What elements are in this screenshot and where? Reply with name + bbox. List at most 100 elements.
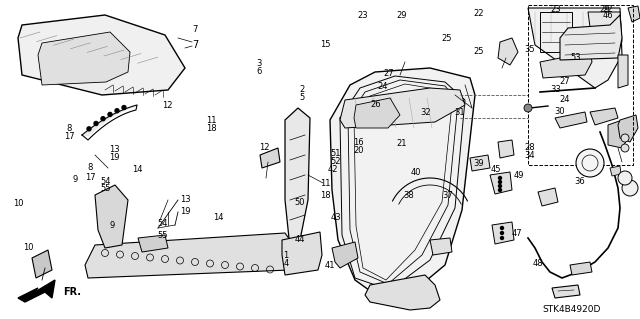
Text: 15: 15: [320, 40, 330, 48]
Polygon shape: [282, 232, 322, 275]
Circle shape: [524, 104, 532, 112]
Circle shape: [115, 109, 119, 113]
Text: 21: 21: [397, 139, 407, 148]
Text: 48: 48: [532, 259, 543, 268]
Text: 5: 5: [300, 93, 305, 102]
Text: 39: 39: [474, 159, 484, 168]
Text: 10: 10: [13, 199, 23, 208]
Text: 2: 2: [300, 85, 305, 94]
Text: FR.: FR.: [63, 287, 81, 297]
Text: 19: 19: [180, 207, 190, 217]
Polygon shape: [490, 172, 512, 194]
Text: 29: 29: [600, 4, 611, 13]
Text: 14: 14: [212, 213, 223, 222]
Text: 53: 53: [571, 53, 581, 62]
Text: 45: 45: [491, 165, 501, 174]
Polygon shape: [18, 280, 55, 302]
Text: 7: 7: [192, 40, 198, 50]
Text: 17: 17: [64, 132, 74, 141]
Text: 6: 6: [257, 67, 262, 76]
Text: 24: 24: [560, 95, 570, 105]
Text: 27: 27: [560, 78, 570, 86]
Text: 23: 23: [550, 4, 561, 13]
Text: 43: 43: [331, 213, 341, 222]
Circle shape: [87, 127, 91, 131]
Text: 23: 23: [358, 11, 368, 20]
Polygon shape: [570, 262, 592, 275]
Circle shape: [499, 184, 502, 188]
Text: 33: 33: [550, 85, 561, 94]
Polygon shape: [528, 8, 622, 88]
Text: 36: 36: [574, 177, 584, 186]
Circle shape: [499, 189, 502, 191]
Polygon shape: [588, 12, 622, 42]
Text: 40: 40: [411, 168, 421, 177]
Text: 25: 25: [474, 47, 484, 56]
Text: 14: 14: [132, 165, 143, 174]
Text: 46: 46: [603, 11, 613, 20]
Text: 17: 17: [84, 174, 95, 182]
Text: 50: 50: [294, 198, 305, 207]
Polygon shape: [498, 38, 518, 65]
Text: 20: 20: [353, 146, 364, 155]
Polygon shape: [85, 233, 295, 278]
Text: 3: 3: [257, 59, 262, 68]
Circle shape: [576, 149, 604, 177]
Polygon shape: [555, 112, 587, 128]
Text: 54: 54: [157, 219, 168, 228]
Polygon shape: [340, 88, 465, 128]
Polygon shape: [18, 15, 185, 95]
Polygon shape: [590, 108, 618, 125]
Text: 1: 1: [284, 251, 289, 260]
Circle shape: [618, 171, 632, 185]
Polygon shape: [138, 235, 168, 252]
Polygon shape: [560, 15, 622, 60]
Text: 37: 37: [443, 191, 453, 200]
Polygon shape: [628, 6, 640, 22]
Text: 34: 34: [525, 151, 535, 160]
Text: 19: 19: [109, 153, 119, 162]
Text: 4: 4: [284, 259, 289, 268]
Text: 55: 55: [157, 232, 168, 241]
Circle shape: [499, 176, 502, 180]
Text: 13: 13: [109, 145, 119, 154]
Polygon shape: [608, 118, 630, 148]
Polygon shape: [552, 285, 580, 298]
Polygon shape: [470, 155, 490, 171]
Text: 32: 32: [420, 108, 431, 117]
Text: 11: 11: [206, 116, 216, 125]
Text: 12: 12: [259, 144, 269, 152]
Text: 44: 44: [294, 235, 305, 244]
Polygon shape: [538, 188, 558, 206]
Polygon shape: [260, 148, 280, 168]
Text: 41: 41: [324, 261, 335, 270]
Text: STK4B4920D: STK4B4920D: [543, 306, 601, 315]
Polygon shape: [540, 52, 592, 78]
Text: 10: 10: [23, 243, 33, 253]
Text: 35: 35: [525, 45, 535, 54]
Text: 13: 13: [180, 196, 190, 204]
Circle shape: [621, 134, 629, 142]
Circle shape: [499, 181, 502, 183]
Circle shape: [122, 106, 126, 109]
Circle shape: [500, 232, 504, 234]
Circle shape: [94, 122, 98, 125]
Text: 22: 22: [603, 5, 613, 14]
Text: 8: 8: [67, 124, 72, 133]
Text: 18: 18: [206, 124, 216, 133]
Text: 49: 49: [513, 171, 524, 180]
Circle shape: [500, 226, 504, 229]
Text: 52: 52: [331, 157, 341, 166]
Text: 9: 9: [109, 220, 115, 229]
Text: 8: 8: [87, 164, 93, 173]
Bar: [528, 5, 633, 165]
Polygon shape: [38, 32, 130, 85]
Text: 16: 16: [353, 138, 364, 147]
Text: 28: 28: [525, 143, 535, 152]
Text: 9: 9: [73, 175, 78, 184]
Text: 55: 55: [100, 184, 111, 193]
Polygon shape: [498, 140, 514, 158]
Text: 22: 22: [474, 9, 484, 18]
Text: 51: 51: [331, 149, 341, 158]
Circle shape: [108, 112, 112, 116]
